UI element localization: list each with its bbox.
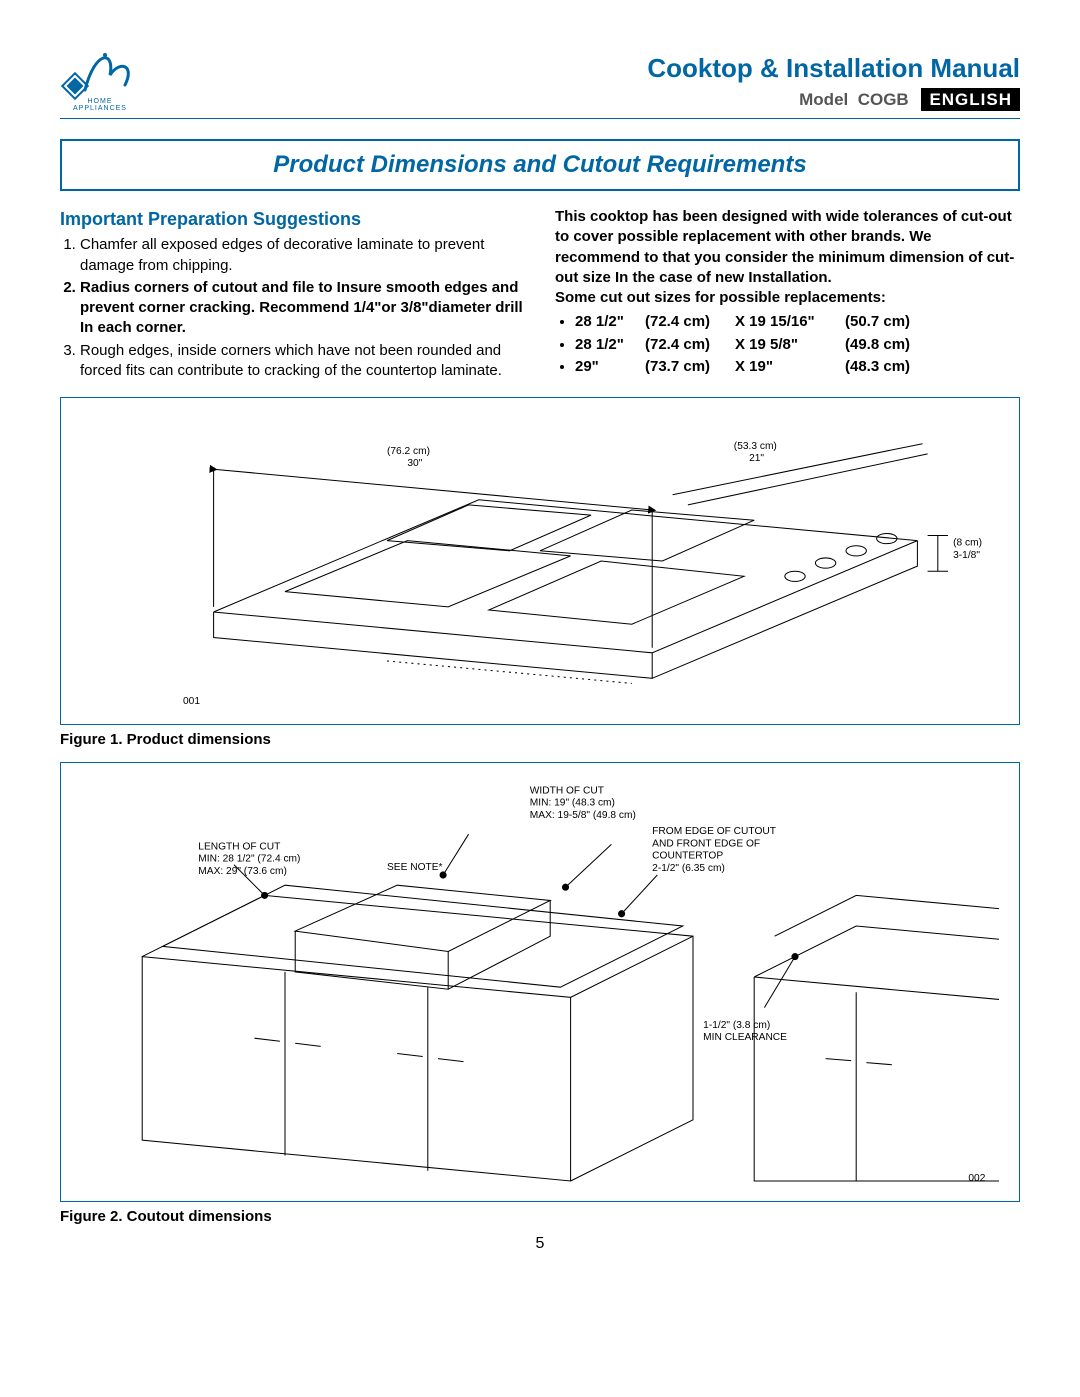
prep-item-2: Radius corners of cutout and file to Ins… — [80, 278, 525, 339]
fig2-edge-l1: FROM EDGE OF CUTOUT — [652, 826, 776, 837]
left-column: Important Preparation Suggestions Chamfe… — [60, 207, 525, 383]
prep-item-1: Chamfer all exposed edges of decorative … — [80, 235, 525, 276]
cutout-sizes-list: 28 1/2" (72.4 cm) X 19 15/16" (50.7 cm) … — [575, 312, 1020, 377]
fig1-width-in: 30" — [407, 458, 422, 469]
figure-2-diagram: WIDTH OF CUT MIN: 19" (48.3 cm) MAX: 19-… — [81, 773, 999, 1191]
logo-text-1: HOME — [88, 98, 113, 105]
prep-list: Chamfer all exposed edges of decorative … — [80, 235, 525, 381]
sizes-intro: Some cut out sizes for possible replacem… — [555, 289, 886, 306]
fig2-edge-l3: COUNTERTOP — [652, 851, 723, 862]
logo-text-2: APPLIANCES — [73, 105, 127, 112]
fig2-width-title: WIDTH OF CUT — [530, 785, 604, 796]
header-rule — [60, 118, 1020, 119]
document-title: Cooktop & Installation Manual — [647, 53, 1020, 84]
fig2-length-max: MAX: 29" (73.6 cm) — [198, 866, 287, 877]
fig2-length-title: LENGTH OF CUT — [198, 842, 280, 853]
language-badge: ENGLISH — [921, 88, 1020, 111]
figure-1-diagram: (76.2 cm) 30" (53.3 cm) 21" (8 cm) 3-1/8… — [81, 408, 999, 714]
page-header: HOME APPLIANCES Cooktop & Installation M… — [60, 40, 1020, 110]
figure-1-box: (76.2 cm) 30" (53.3 cm) 21" (8 cm) 3-1/8… — [60, 397, 1020, 725]
tolerance-paragraph: This cooktop has been designed with wide… — [555, 208, 1014, 286]
model-code: COGB — [858, 90, 909, 109]
fig1-width-cm: (76.2 cm) — [387, 446, 430, 457]
fig2-edge-l2: AND FRONT EDGE OF — [652, 838, 760, 849]
fig2-ref: 002 — [968, 1173, 985, 1184]
fig2-clear-txt: MIN CLEARANCE — [703, 1032, 787, 1043]
size-row-1: 28 1/2" (72.4 cm) X 19 15/16" (50.7 cm) — [575, 312, 1020, 332]
figure-2-box: WIDTH OF CUT MIN: 19" (48.3 cm) MAX: 19-… — [60, 762, 1020, 1202]
content-columns: Important Preparation Suggestions Chamfe… — [60, 207, 1020, 383]
page-number: 5 — [60, 1235, 1020, 1253]
fig1-depth-in: 21" — [749, 453, 764, 464]
right-column: This cooktop has been designed with wide… — [555, 207, 1020, 383]
fig2-width-min: MIN: 19" (48.3 cm) — [530, 798, 615, 809]
section-title-banner: Product Dimensions and Cutout Requiremen… — [60, 139, 1020, 191]
fig1-ref: 001 — [183, 696, 200, 707]
figure-1-caption: Figure 1. Product dimensions — [60, 731, 1020, 748]
figure-2-caption: Figure 2. Coutout dimensions — [60, 1208, 1020, 1225]
fig2-length-min: MIN: 28 1/2" (72.4 cm) — [198, 854, 300, 865]
fig2-clear-dim: 1-1/2" (3.8 cm) — [703, 1020, 770, 1031]
model-line: Model COGB ENGLISH — [647, 90, 1020, 110]
fig2-width-max: MAX: 19-5/8" (49.8 cm) — [530, 810, 636, 821]
size-row-3: 29" (73.7 cm) X 19" (48.3 cm) — [575, 357, 1020, 377]
prep-heading: Important Preparation Suggestions — [60, 207, 525, 231]
prep-item-3: Rough edges, inside corners which have n… — [80, 341, 525, 382]
title-block: Cooktop & Installation Manual Model COGB… — [647, 53, 1020, 110]
model-prefix: Model — [799, 90, 848, 109]
size-row-2: 28 1/2" (72.4 cm) X 19 5/8" (49.8 cm) — [575, 335, 1020, 355]
fig1-height-in: 3-1/8" — [953, 550, 980, 561]
fig1-depth-cm: (53.3 cm) — [734, 441, 777, 452]
brand-logo: HOME APPLIANCES — [60, 40, 140, 110]
fig2-see-note: SEE NOTE* — [387, 862, 443, 873]
fig2-edge-dim: 2-1/2" (6.35 cm) — [652, 863, 725, 874]
fig1-height-cm: (8 cm) — [953, 538, 982, 549]
